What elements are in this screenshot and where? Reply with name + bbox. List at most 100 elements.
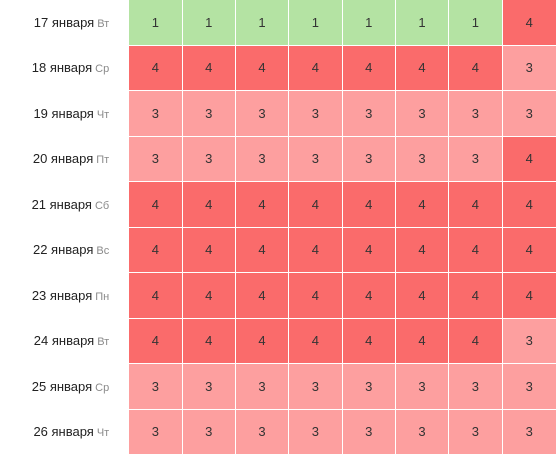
value-cell: 4 [129, 318, 183, 364]
row-spacer [555, 364, 560, 410]
value-cell: 1 [342, 0, 396, 46]
value-cell: 4 [182, 45, 236, 91]
value-cell: 1 [395, 0, 450, 46]
value-cell: 1 [289, 0, 343, 46]
date-row: 19 января Чт 3 3 3 3 3 3 3 3 [0, 91, 560, 137]
value-cell: 4 [182, 318, 236, 364]
value-cell: 4 [395, 182, 450, 228]
value-cell: 3 [342, 91, 396, 137]
value-cell: 4 [342, 182, 396, 228]
date-label: 26 января Чт [0, 409, 130, 455]
value-cell: 3 [502, 45, 556, 91]
value-cell: 3 [129, 91, 183, 137]
value-cell: 3 [342, 136, 396, 182]
value-cell: 3 [449, 91, 503, 137]
value-cell: 3 [449, 136, 503, 182]
value-cell: 3 [289, 364, 343, 410]
value-cell: 3 [235, 409, 290, 455]
value-cell: 4 [395, 318, 450, 364]
date-text: 19 января [33, 105, 94, 121]
value-cell: 3 [502, 364, 556, 410]
date-label: 19 января Чт [0, 91, 130, 137]
value-cell: 4 [449, 227, 503, 273]
weekday-text: Ср [95, 63, 110, 76]
value-cell: 1 [449, 0, 503, 46]
value-cell: 4 [289, 227, 343, 273]
date-text: 25 января [31, 378, 93, 394]
value-cell: 4 [129, 273, 183, 319]
value-cell: 3 [395, 364, 450, 410]
value-cell: 3 [129, 136, 183, 182]
date-label: 24 января Вт [0, 318, 130, 364]
value-cell: 4 [235, 273, 290, 319]
value-cell: 3 [235, 91, 290, 137]
value-cell: 3 [502, 409, 556, 455]
weekday-text: Вт [97, 17, 110, 30]
value-cell: 3 [502, 91, 556, 137]
value-cell: 3 [395, 409, 450, 455]
date-text: 24 января [33, 333, 95, 349]
value-cell: 4 [502, 0, 556, 46]
value-cell: 3 [182, 409, 236, 455]
value-cell: 3 [182, 364, 236, 410]
value-cell: 4 [449, 182, 503, 228]
date-text: 21 января [31, 196, 92, 212]
row-spacer [555, 0, 560, 46]
date-label: 25 января Ср [0, 364, 130, 410]
value-cell: 4 [502, 227, 556, 273]
date-row: 21 января Сб 4 4 4 4 4 4 4 4 [0, 182, 560, 228]
value-cell: 4 [289, 318, 343, 364]
value-cell: 3 [235, 364, 290, 410]
value-cell: 3 [449, 409, 503, 455]
value-cell: 3 [395, 91, 450, 137]
value-cell: 1 [235, 0, 290, 46]
weekday-text: Вс [96, 245, 110, 258]
value-cell: 3 [182, 91, 236, 137]
date-row: 22 января Вс 4 4 4 4 4 4 4 4 [0, 227, 560, 273]
value-cell: 3 [342, 409, 396, 455]
value-cell: 4 [395, 227, 450, 273]
date-row: 20 января Пт 3 3 3 3 3 3 3 4 [0, 136, 560, 182]
value-cell: 4 [289, 182, 343, 228]
value-cell: 4 [289, 45, 343, 91]
value-cell: 4 [342, 45, 396, 91]
value-cell: 4 [235, 227, 290, 273]
date-text: 20 января [32, 151, 94, 167]
value-cell: 3 [129, 364, 183, 410]
date-row: 23 января Пн 4 4 4 4 4 4 4 4 [0, 273, 560, 319]
value-cell: 4 [129, 227, 183, 273]
value-cell: 3 [502, 318, 556, 364]
row-spacer [555, 227, 560, 273]
date-row: 17 января Вт 1 1 1 1 1 1 1 4 [0, 0, 560, 46]
date-row: 24 января Вт 4 4 4 4 4 4 4 3 [0, 318, 560, 364]
value-cell: 4 [289, 273, 343, 319]
date-text: 18 января [31, 60, 93, 76]
row-spacer [555, 409, 560, 455]
value-cell: 3 [342, 364, 396, 410]
row-spacer [555, 273, 560, 319]
row-spacer [555, 91, 560, 137]
value-cell: 4 [129, 182, 183, 228]
date-text: 23 января [31, 287, 93, 303]
weekday-text: Пн [95, 290, 110, 303]
value-cell: 4 [235, 182, 290, 228]
value-cell: 4 [235, 45, 290, 91]
date-row: 18 января Ср 4 4 4 4 4 4 4 3 [0, 45, 560, 91]
value-cell: 1 [182, 0, 236, 46]
value-cell: 4 [342, 318, 396, 364]
value-cell: 3 [182, 136, 236, 182]
value-cell: 4 [449, 273, 503, 319]
row-spacer [555, 45, 560, 91]
date-label: 21 января Сб [0, 182, 130, 228]
date-label: 17 января Вт [0, 0, 130, 46]
value-cell: 4 [449, 45, 503, 91]
value-cell: 4 [235, 318, 290, 364]
value-cell: 4 [502, 273, 556, 319]
weekday-text: Пт [96, 154, 110, 167]
value-cell: 3 [395, 136, 450, 182]
value-cell: 4 [449, 318, 503, 364]
date-label: 18 января Ср [0, 45, 130, 91]
weekday-text: Чт [96, 108, 110, 121]
